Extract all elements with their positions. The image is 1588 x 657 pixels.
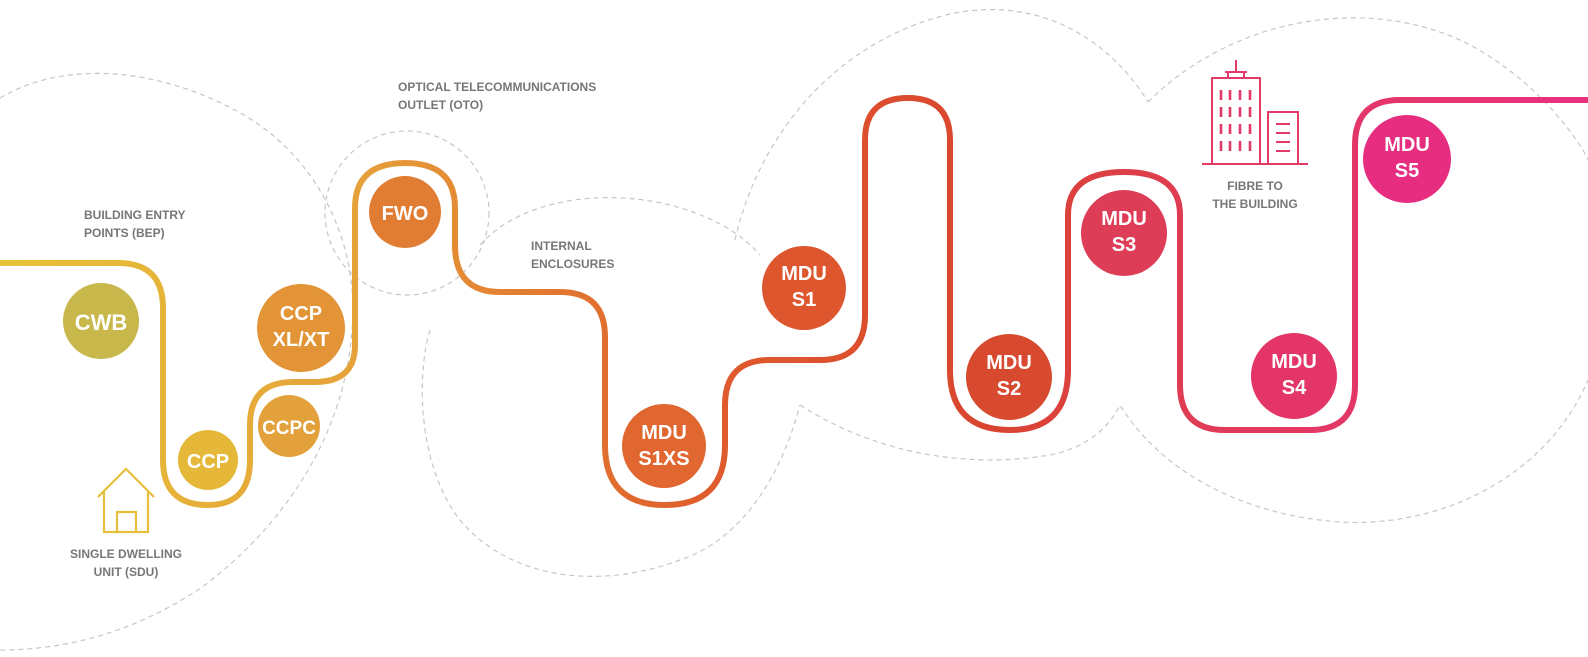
svg-text:ENCLOSURES: ENCLOSURES xyxy=(531,257,614,271)
background-bubbles xyxy=(0,9,1588,651)
node-mdu-s5-circle xyxy=(1363,115,1451,203)
node-cwb[interactable]: CWB xyxy=(63,283,139,359)
svg-text:FIBRE TO: FIBRE TO xyxy=(1227,179,1283,193)
node-mdu-s5[interactable]: MDU S5 xyxy=(1363,115,1451,203)
node-mdu-s3-circle xyxy=(1081,190,1167,276)
node-ccpc-label: CCPC xyxy=(262,418,316,439)
caption-internal: INTERNAL ENCLOSURES xyxy=(531,239,614,271)
bubble-sdu xyxy=(0,72,354,651)
node-cwb-label: CWB xyxy=(75,310,128,335)
bubble-mdu-left xyxy=(734,9,1149,241)
node-ccp-circle xyxy=(178,430,238,490)
caption-fttb: FIBRE TO THE BUILDING xyxy=(1212,179,1297,211)
svg-text:THE BUILDING: THE BUILDING xyxy=(1212,197,1297,211)
caption-bep: BUILDING ENTRY POINTS (BEP) xyxy=(84,208,186,240)
node-ccp-xl-label-2: XL/XT xyxy=(273,329,330,351)
bubble-oto xyxy=(324,130,490,296)
node-mdu-s2-label-1: MDU xyxy=(986,352,1032,374)
node-ccp-xl-label-1: CCP xyxy=(280,303,322,325)
node-mdu-s2-label-2: S2 xyxy=(997,378,1021,400)
svg-text:BUILDING ENTRY: BUILDING ENTRY xyxy=(84,208,186,222)
node-ccp-xl-xt[interactable]: CCP XL/XT xyxy=(257,284,345,372)
node-ccp-label: CCP xyxy=(187,451,229,473)
node-mdu-s2-circle xyxy=(966,334,1052,420)
node-mdu-s4[interactable]: MDU S4 xyxy=(1251,333,1337,419)
node-mdu-s4-circle xyxy=(1251,333,1337,419)
node-mdu-s1xs-label-2: S1XS xyxy=(638,448,689,470)
node-mdu-s1xs-circle xyxy=(622,404,706,488)
node-mdu-s1[interactable]: MDU S1 xyxy=(762,246,846,330)
node-fwo-circle xyxy=(369,176,441,248)
node-mdu-s2[interactable]: MDU S2 xyxy=(966,334,1052,420)
node-ccpc-circle xyxy=(258,395,320,457)
node-mdu-s1xs-label-1: MDU xyxy=(641,422,687,444)
svg-text:OPTICAL TELECOMMUNICATIONS: OPTICAL TELECOMMUNICATIONS xyxy=(398,80,596,94)
fibre-route-line xyxy=(0,95,1588,508)
svg-text:OUTLET (OTO): OUTLET (OTO) xyxy=(398,98,483,112)
node-mdu-s3-label-1: MDU xyxy=(1101,208,1147,230)
node-mdu-s3-label-2: S3 xyxy=(1112,234,1136,256)
svg-text:INTERNAL: INTERNAL xyxy=(531,239,592,253)
node-mdu-s1-label-1: MDU xyxy=(781,263,827,285)
bubble-mdu-bottom xyxy=(799,379,1588,524)
node-fwo[interactable]: FWO xyxy=(369,176,441,248)
node-mdu-s1-circle xyxy=(762,246,846,330)
svg-text:UNIT (SDU): UNIT (SDU) xyxy=(94,565,159,579)
node-mdu-s5-label-1: MDU xyxy=(1384,134,1430,156)
svg-text:SINGLE DWELLING: SINGLE DWELLING xyxy=(70,547,182,561)
node-cwb-circle xyxy=(63,283,139,359)
house-icon xyxy=(97,467,155,534)
bubble-mdu-right xyxy=(1147,17,1588,161)
building-icon xyxy=(1202,60,1308,165)
node-ccp[interactable]: CCP xyxy=(178,430,238,490)
caption-oto: OPTICAL TELECOMMUNICATIONS OUTLET (OTO) xyxy=(398,80,596,112)
node-ccp-xl-circle xyxy=(257,284,345,372)
node-ccpc[interactable]: CCPC xyxy=(258,395,320,457)
caption-sdu: SINGLE DWELLING UNIT (SDU) xyxy=(70,547,182,579)
node-mdu-s1xs[interactable]: MDU S1XS xyxy=(622,404,706,488)
node-fwo-label: FWO xyxy=(382,203,429,225)
node-mdu-s1-label-2: S1 xyxy=(792,289,816,311)
node-mdu-s3[interactable]: MDU S3 xyxy=(1081,190,1167,276)
bubble-internal xyxy=(421,197,801,577)
node-mdu-s5-label-2: S5 xyxy=(1395,160,1419,182)
svg-text:POINTS (BEP): POINTS (BEP) xyxy=(84,226,165,240)
node-mdu-s4-label-2: S4 xyxy=(1282,377,1307,399)
node-mdu-s4-label-1: MDU xyxy=(1271,351,1317,373)
